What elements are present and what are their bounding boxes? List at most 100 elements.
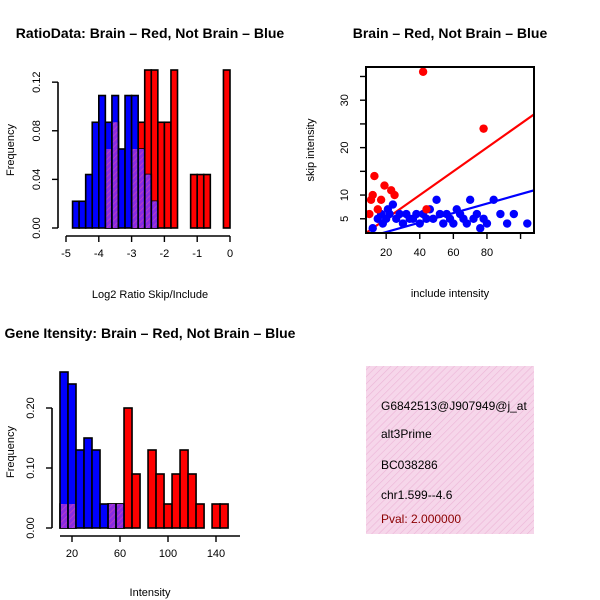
red-bar	[189, 173, 198, 229]
blue-point	[432, 195, 441, 204]
scatter-ylabel: skip intensity	[305, 118, 317, 181]
x-tick-label: 40	[414, 247, 426, 259]
blue-point	[439, 219, 448, 228]
blue-point	[502, 219, 512, 228]
ratio-histogram: RatioData: Brain – Red, Not Brain – Blue…	[5, 25, 284, 301]
blue-bar	[84, 173, 94, 229]
blue-point	[368, 224, 377, 233]
blue-point	[429, 214, 438, 223]
red-bar	[147, 449, 157, 529]
blue-bar	[98, 94, 107, 229]
y-tick-label: 0.00	[31, 217, 43, 238]
red-point	[368, 190, 377, 200]
red-point	[366, 209, 374, 219]
info-background	[366, 366, 534, 534]
x-tick-label: 140	[207, 548, 225, 560]
red-bar	[171, 473, 181, 529]
red-bar	[222, 69, 231, 229]
x-tick-label: -3	[127, 248, 137, 260]
y-tick-label: 10	[339, 189, 351, 201]
x-tick-label: 20	[66, 548, 78, 560]
red-bar	[155, 473, 165, 529]
x-tick-label: -2	[160, 248, 170, 260]
blue-bar	[75, 449, 85, 529]
overlap-bar	[69, 504, 76, 528]
blue-bar	[91, 449, 101, 529]
red-point	[390, 190, 399, 200]
blue-bar	[117, 148, 126, 229]
blue-point	[482, 219, 492, 228]
y-tick-label: 0.00	[25, 517, 37, 538]
blue-bar	[71, 200, 80, 229]
red-bar	[163, 503, 173, 529]
pval: Pval: 2.000000	[381, 512, 461, 526]
y-tick-label: 20	[339, 142, 351, 154]
intensity-histogram: Gene Itensity: Brain – Red, Not Brain – …	[5, 325, 296, 599]
red-point	[376, 195, 386, 204]
red-bar	[196, 173, 205, 229]
blue-point	[465, 195, 475, 204]
blue-point	[435, 209, 445, 219]
y-tick-label: 0.04	[31, 169, 43, 190]
overlap-bar	[106, 149, 111, 228]
x-tick-label: 80	[481, 247, 493, 259]
scatter-title: Brain – Red, Not Brain – Blue	[353, 25, 548, 41]
location: chr1.599--4.6	[381, 488, 453, 502]
red-point	[418, 67, 428, 76]
scatter-inner	[366, 67, 534, 233]
intensity-title: Gene Itensity: Brain – Red, Not Brain – …	[5, 325, 296, 341]
ratio-title: RatioData: Brain – Red, Not Brain – Blue	[16, 25, 285, 41]
red-bar	[179, 449, 189, 529]
x-tick-label: 20	[380, 247, 392, 259]
overlap-bar	[109, 504, 116, 528]
red-point	[370, 171, 379, 181]
blue-point	[476, 224, 485, 233]
scatter-xlabel: include intensity	[411, 288, 490, 300]
intensity-xlabel: Intensity	[130, 587, 171, 599]
blue-bar	[83, 437, 93, 529]
y-tick-label: 30	[339, 94, 351, 106]
y-tick-label: 0.12	[31, 71, 43, 92]
overlap-bar	[112, 122, 118, 228]
blue-point	[472, 209, 482, 219]
blue-bar	[91, 121, 100, 229]
ratio-xlabel: Log2 Ratio Skip/Include	[92, 289, 208, 301]
y-tick-label: 0.08	[31, 120, 43, 141]
red-bar	[202, 173, 212, 229]
blue-point	[388, 200, 398, 209]
red-point	[373, 205, 382, 214]
blue-point	[412, 209, 421, 219]
red-bar	[195, 503, 205, 529]
y-tick-label: 0.20	[25, 397, 37, 418]
blue-point	[395, 209, 404, 219]
blue-bar	[78, 200, 87, 229]
overlap-bar	[139, 149, 144, 228]
red-fit-line	[366, 113, 534, 233]
x-tick-label: -1	[192, 248, 202, 260]
red-point	[380, 181, 389, 190]
accession: BC038286	[381, 458, 438, 472]
blue-point	[489, 195, 498, 204]
blue-point	[385, 209, 394, 219]
scatter-plot: Brain – Red, Not Brain – Blue include in…	[305, 25, 547, 300]
intensity-ylabel: Frequency	[5, 426, 17, 478]
red-point	[479, 124, 488, 133]
overlap-bar	[152, 201, 157, 228]
blue-point	[415, 219, 424, 228]
red-bar	[131, 473, 141, 529]
red-bar	[157, 121, 166, 229]
ratio-ylabel: Frequency	[5, 124, 17, 176]
blue-point	[398, 219, 408, 228]
blue-point	[449, 219, 458, 228]
info-box: G6842513@J907949@j_at alt3Prime BC038286…	[366, 366, 534, 534]
y-tick-label: 0.10	[25, 457, 37, 478]
blue-point	[422, 214, 431, 223]
scatter-frame	[365, 66, 535, 234]
blue-point	[462, 219, 471, 228]
x-tick-label: -4	[94, 248, 104, 260]
blue-point	[509, 209, 519, 219]
x-tick-label: 60	[114, 548, 126, 560]
red-bar	[170, 69, 179, 229]
overlap-bar	[61, 504, 68, 528]
event-id: G6842513@J907949@j_at	[381, 399, 527, 413]
